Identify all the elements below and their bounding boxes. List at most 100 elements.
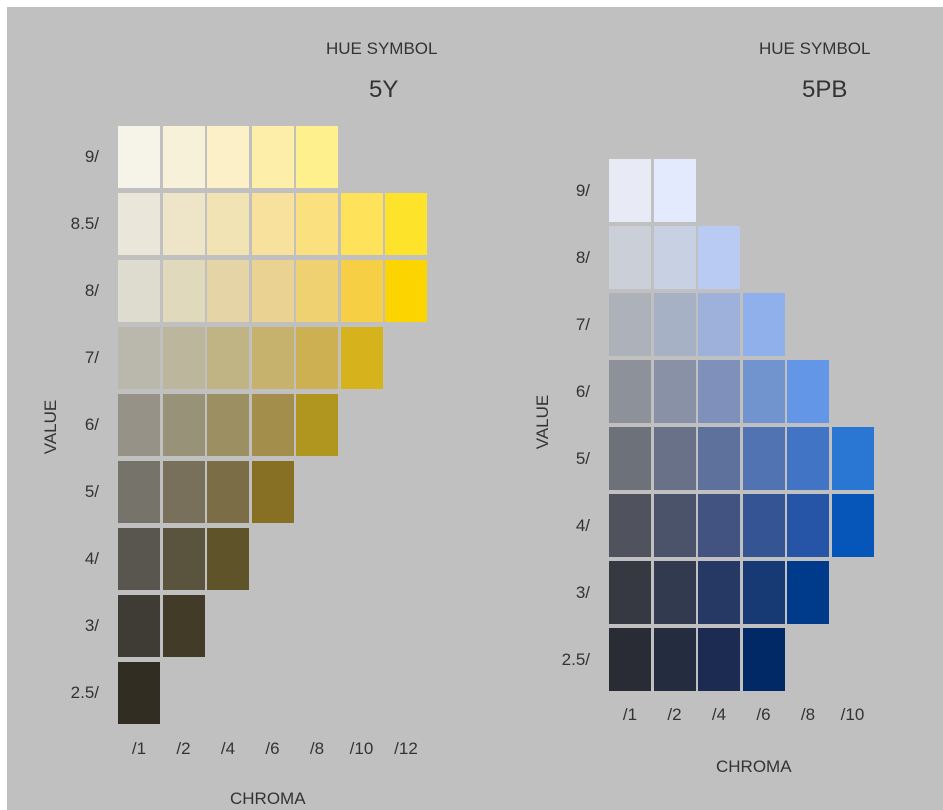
chroma-column-label: /2 <box>176 739 191 758</box>
color-chip <box>162 193 205 255</box>
value-row-label: 8/ <box>84 281 99 300</box>
color-chip <box>742 561 785 624</box>
color-chip <box>653 561 696 624</box>
color-chip <box>162 327 205 389</box>
color-chip <box>118 193 160 255</box>
value-row-label: 4/ <box>575 515 590 535</box>
hue-symbol-heading: HUE SYMBOL <box>759 39 871 58</box>
color-chip <box>653 494 696 557</box>
value-row-label: 5/ <box>575 448 590 468</box>
value-row-label: 7/ <box>575 314 590 334</box>
value-row-label: 6/ <box>575 381 590 401</box>
color-chip <box>340 260 383 322</box>
color-chip <box>207 260 249 322</box>
color-chip <box>742 494 785 557</box>
color-chip <box>207 327 249 389</box>
chroma-column-label: /10 <box>349 739 374 758</box>
value-row-label: 6/ <box>84 415 99 434</box>
color-chip <box>787 360 829 423</box>
color-chip <box>698 360 740 423</box>
color-chip <box>207 528 249 590</box>
color-chip <box>698 427 740 490</box>
color-chip <box>207 126 249 188</box>
color-chip <box>787 494 829 557</box>
color-chip <box>742 427 785 490</box>
color-chip <box>787 561 829 624</box>
color-chip <box>162 260 205 322</box>
value-row-label: 9/ <box>84 147 99 166</box>
color-chip <box>118 394 160 456</box>
chroma-column-label: /10 <box>840 705 865 724</box>
color-chip <box>251 126 294 188</box>
color-chip <box>118 126 160 188</box>
color-chip <box>831 427 874 490</box>
color-chip <box>742 293 785 356</box>
color-chip <box>698 293 740 356</box>
color-chip <box>162 528 205 590</box>
value-row-label: 9/ <box>575 180 590 200</box>
color-chip <box>742 360 785 423</box>
color-chip <box>118 528 160 590</box>
value-row-label: 8.5/ <box>70 214 99 233</box>
chroma-column-label: /4 <box>711 705 727 724</box>
color-chip <box>296 126 338 188</box>
value-row-label: 8/ <box>575 247 590 267</box>
color-chip <box>296 193 338 255</box>
value-row-label: 2.5/ <box>70 683 99 702</box>
color-chip <box>207 461 249 523</box>
color-chip <box>340 327 383 389</box>
chroma-column-label: /1 <box>622 705 638 724</box>
color-chip <box>162 461 205 523</box>
color-chip <box>609 226 651 289</box>
value-row-label: 4/ <box>84 549 99 568</box>
hue-symbol-value: 5Y <box>369 76 399 103</box>
color-chip <box>698 494 740 557</box>
hue-symbol-heading: HUE SYMBOL <box>326 39 438 58</box>
color-chip <box>162 126 205 188</box>
color-chip <box>162 394 205 456</box>
color-chip <box>385 260 427 322</box>
chroma-column-label: /6 <box>756 705 771 724</box>
color-chip <box>698 628 740 691</box>
value-row-label: 2.5/ <box>561 649 590 669</box>
color-chip <box>251 394 294 456</box>
color-chip <box>653 628 696 691</box>
color-chip <box>118 260 160 322</box>
hue-symbol-value: 5PB <box>802 76 848 103</box>
color-chip <box>831 494 874 557</box>
color-chip <box>251 193 294 255</box>
value-row-label: 5/ <box>84 482 99 501</box>
color-chip <box>742 628 785 691</box>
color-chip <box>118 595 160 657</box>
chroma-column-label: /4 <box>220 739 236 758</box>
chroma-column-label: /8 <box>800 705 816 724</box>
value-row-label: 3/ <box>84 616 99 635</box>
color-chip <box>609 360 651 423</box>
color-chip <box>296 260 338 322</box>
chroma-axis-label: CHROMA <box>230 789 306 808</box>
color-chip <box>207 394 249 456</box>
color-chip <box>653 360 696 423</box>
color-chip <box>653 427 696 490</box>
chroma-column-label: /12 <box>394 739 418 758</box>
color-chip <box>118 662 160 724</box>
color-chip <box>118 461 160 523</box>
chroma-column-label: /1 <box>131 739 147 758</box>
chroma-column-label: /2 <box>667 705 682 724</box>
color-chip <box>162 595 205 657</box>
color-chip <box>609 628 651 691</box>
value-row-label: 3/ <box>575 582 590 602</box>
color-chip <box>340 193 383 255</box>
chroma-axis-label: CHROMA <box>716 757 792 776</box>
color-chip <box>251 327 294 389</box>
color-chip <box>251 461 294 523</box>
color-chip <box>385 193 427 255</box>
color-chip <box>609 159 651 222</box>
color-chip <box>296 327 338 389</box>
color-chip <box>609 427 651 490</box>
value-row-label: 7/ <box>84 348 99 367</box>
color-chip <box>207 193 249 255</box>
color-chip <box>653 226 696 289</box>
color-chip <box>296 394 338 456</box>
chroma-column-label: /8 <box>309 739 325 758</box>
